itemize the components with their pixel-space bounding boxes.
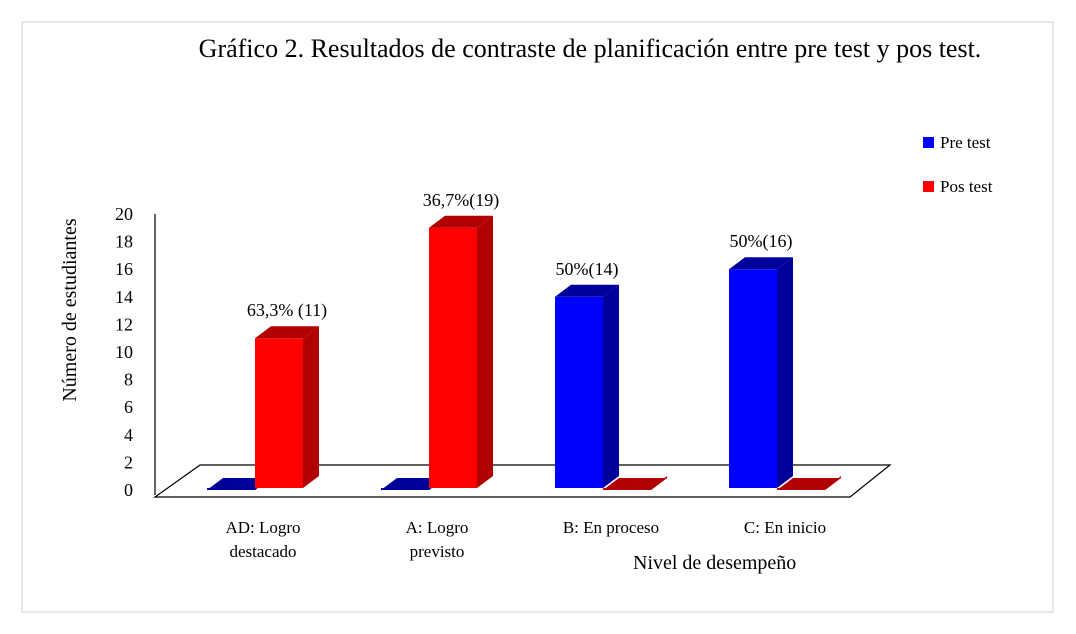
chart-title: Gráfico 2. Resultados de contraste de pl… <box>198 34 982 63</box>
bar-face <box>777 257 793 488</box>
data-label: 63,3% (11) <box>247 300 327 321</box>
bar <box>555 284 619 488</box>
data-label: 50%(16) <box>730 231 793 252</box>
bar <box>777 476 841 490</box>
bar <box>429 215 493 489</box>
bar-face <box>603 284 619 488</box>
y-tick-label: 12 <box>115 314 133 334</box>
bar-face <box>555 296 603 488</box>
bar-face <box>303 326 319 488</box>
bar <box>603 476 667 490</box>
bar-face <box>429 215 493 228</box>
floor <box>153 464 892 498</box>
bar <box>255 326 319 488</box>
y-tick-label: 20 <box>115 204 133 224</box>
bar-face <box>255 338 303 488</box>
bar-face <box>555 284 619 297</box>
bar <box>729 257 793 488</box>
y-tick-label: 14 <box>115 287 133 307</box>
y-tick-label: 0 <box>124 480 133 500</box>
bar-face <box>603 478 667 490</box>
y-axis-label: Número de estudiantes <box>59 218 81 401</box>
y-tick-label: 16 <box>115 259 133 279</box>
y-tick-label: 10 <box>115 342 133 362</box>
y-tick-label: 2 <box>124 452 133 472</box>
legend-swatch <box>923 137 934 148</box>
y-tick-label: 4 <box>124 425 133 445</box>
bar-face <box>729 269 777 488</box>
bar-face <box>729 257 793 270</box>
x-tick-label: B: En proceso <box>562 518 660 537</box>
bar-face <box>255 326 319 339</box>
legend-label: Pre test <box>940 133 991 152</box>
x-tick-label: A: Logro previsto <box>405 518 469 561</box>
bar-face <box>429 227 477 489</box>
x-tick-label: AD: Logro destacado <box>225 518 301 561</box>
y-tick-label: 8 <box>124 370 133 390</box>
data-label: 36,7%(19) <box>423 190 499 211</box>
y-tick-label: 18 <box>115 232 133 252</box>
y-tick-label: 6 <box>124 397 133 417</box>
x-tick-label: C: En inicio <box>743 518 827 537</box>
bar-face <box>777 478 841 490</box>
frame <box>21 21 1054 613</box>
data-label: 50%(14) <box>556 259 619 280</box>
bar-face <box>477 215 493 489</box>
legend-label: Pos test <box>940 177 993 196</box>
x-axis-label: Nivel de desempeño <box>633 552 797 574</box>
legend-swatch <box>923 181 934 192</box>
